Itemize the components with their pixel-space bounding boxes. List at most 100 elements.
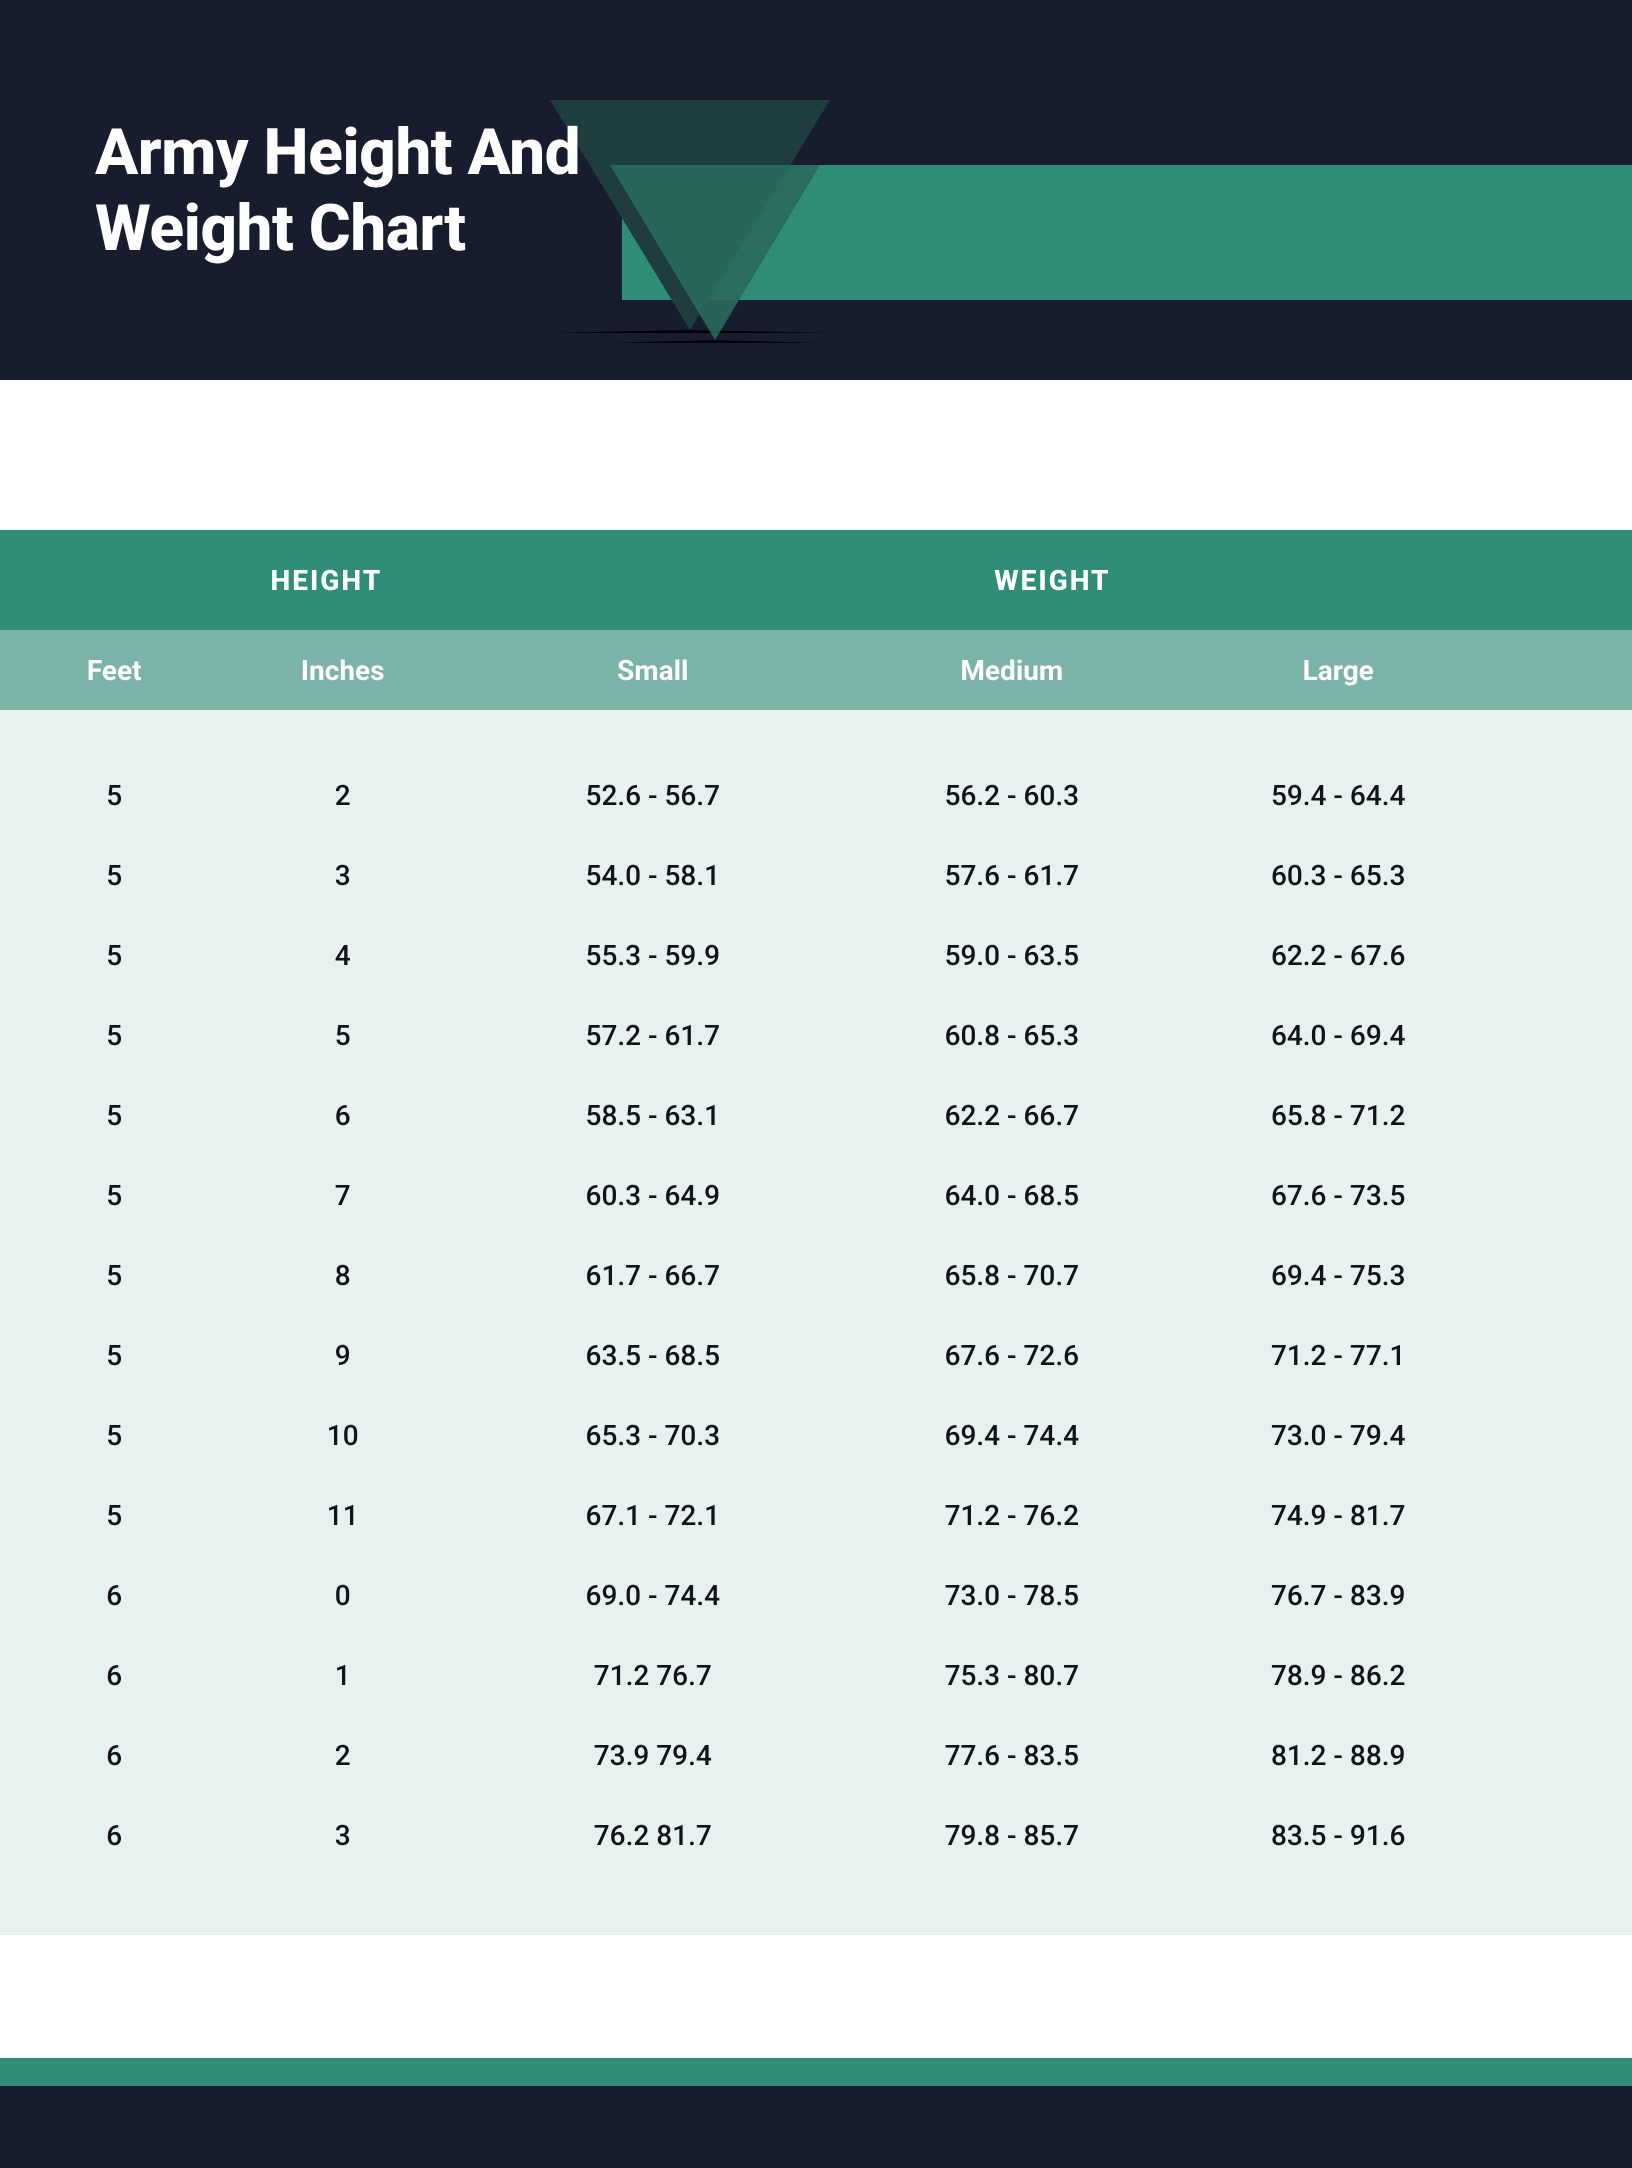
col-header-inches: Inches (228, 654, 456, 687)
table-cell: 3 (228, 859, 456, 892)
table-cell: 5 (0, 1419, 228, 1452)
table-cell: 71.2 - 77.1 (1175, 1339, 1501, 1372)
table-row: 6273.9 79.477.6 - 83.581.2 - 88.9 (0, 1715, 1632, 1795)
table-cell: 73.9 79.4 (457, 1739, 849, 1772)
table-cell: 61.7 - 66.7 (457, 1259, 849, 1292)
table-cell: 5 (0, 1499, 228, 1532)
table-cell: 57.2 - 61.7 (457, 1019, 849, 1052)
table-cell: 3 (228, 1819, 456, 1852)
table-cell: 65.3 - 70.3 (457, 1419, 849, 1452)
table-cell: 2 (228, 779, 456, 812)
table-cell: 5 (0, 1339, 228, 1372)
table-cell: 60.8 - 65.3 (849, 1019, 1175, 1052)
table-row: 5861.7 - 66.765.8 - 70.769.4 - 75.3 (0, 1235, 1632, 1315)
table-cell: 69.4 - 75.3 (1175, 1259, 1501, 1292)
table-cell: 76.7 - 83.9 (1175, 1579, 1501, 1612)
table-cell: 0 (228, 1579, 456, 1612)
table-cell: 60.3 - 64.9 (457, 1179, 849, 1212)
table-group-header-row: HEIGHT WEIGHT (0, 530, 1632, 630)
table-row: 6171.2 76.775.3 - 80.778.9 - 86.2 (0, 1635, 1632, 1715)
table-cell: 76.2 81.7 (457, 1819, 849, 1852)
table-row: 5252.6 - 56.756.2 - 60.359.4 - 64.4 (0, 755, 1632, 835)
table-cell: 65.8 - 70.7 (849, 1259, 1175, 1292)
table-cell: 59.0 - 63.5 (849, 939, 1175, 972)
table-cell: 1 (228, 1659, 456, 1692)
table-row: 51167.1 - 72.171.2 - 76.274.9 - 81.7 (0, 1475, 1632, 1555)
height-weight-table: HEIGHT WEIGHT Feet Inches Small Medium L… (0, 530, 1632, 1935)
table-cell: 5 (0, 939, 228, 972)
table-cell: 59.4 - 64.4 (1175, 779, 1501, 812)
table-cell: 58.5 - 63.1 (457, 1099, 849, 1132)
table-row: 5557.2 - 61.760.8 - 65.364.0 - 69.4 (0, 995, 1632, 1075)
col-header-large: Large (1175, 654, 1501, 687)
table-cell: 71.2 - 76.2 (849, 1499, 1175, 1532)
table-cell: 64.0 - 69.4 (1175, 1019, 1501, 1052)
table-cell: 6 (228, 1099, 456, 1132)
table-cell: 6 (0, 1819, 228, 1852)
table-cell: 6 (0, 1579, 228, 1612)
table-row: 5455.3 - 59.959.0 - 63.562.2 - 67.6 (0, 915, 1632, 995)
group-header-weight: WEIGHT (653, 564, 1632, 597)
table-cell: 81.2 - 88.9 (1175, 1739, 1501, 1772)
table-cell: 73.0 - 78.5 (849, 1579, 1175, 1612)
table-cell: 60.3 - 65.3 (1175, 859, 1501, 892)
table-cell: 8 (228, 1259, 456, 1292)
col-header-small: Small (457, 654, 849, 687)
table-cell: 5 (0, 1099, 228, 1132)
table-cell: 62.2 - 67.6 (1175, 939, 1501, 972)
col-header-feet: Feet (0, 654, 228, 687)
table-row: 6376.2 81.779.8 - 85.783.5 - 91.6 (0, 1795, 1632, 1875)
table-cell: 5 (0, 859, 228, 892)
header-gap (0, 380, 1632, 530)
table-cell: 54.0 - 58.1 (457, 859, 849, 892)
table-cell: 57.6 - 61.7 (849, 859, 1175, 892)
triangle-decor-small (610, 165, 820, 343)
table-cell: 11 (228, 1499, 456, 1532)
table-row: 5658.5 - 63.162.2 - 66.765.8 - 71.2 (0, 1075, 1632, 1155)
table-cell: 69.0 - 74.4 (457, 1579, 849, 1612)
table-cell: 75.3 - 80.7 (849, 1659, 1175, 1692)
table-cell: 63.5 - 68.5 (457, 1339, 849, 1372)
table-row: 6069.0 - 74.473.0 - 78.576.7 - 83.9 (0, 1555, 1632, 1635)
footer-accent-band (0, 2058, 1632, 2086)
table-cell: 2 (228, 1739, 456, 1772)
table-cell: 67.6 - 73.5 (1175, 1179, 1501, 1212)
table-cell: 67.6 - 72.6 (849, 1339, 1175, 1372)
table-cell: 5 (0, 1019, 228, 1052)
table-cell: 7 (228, 1179, 456, 1212)
table-cell: 62.2 - 66.7 (849, 1099, 1175, 1132)
table-row: 5354.0 - 58.157.6 - 61.760.3 - 65.3 (0, 835, 1632, 915)
table-cell: 6 (0, 1739, 228, 1772)
col-header-medium: Medium (849, 654, 1175, 687)
table-cell: 56.2 - 60.3 (849, 779, 1175, 812)
table-cell: 71.2 76.7 (457, 1659, 849, 1692)
group-header-height: HEIGHT (0, 564, 653, 597)
table-cell: 10 (228, 1419, 456, 1452)
table-cell: 55.3 - 59.9 (457, 939, 849, 972)
page-title: Army Height AndWeight Chart (95, 115, 580, 266)
table-cell: 73.0 - 79.4 (1175, 1419, 1501, 1452)
table-cell: 65.8 - 71.2 (1175, 1099, 1501, 1132)
table-row: 5760.3 - 64.964.0 - 68.567.6 - 73.5 (0, 1155, 1632, 1235)
table-cell: 5 (0, 1259, 228, 1292)
table-cell: 74.9 - 81.7 (1175, 1499, 1501, 1532)
table-cell: 5 (0, 1179, 228, 1212)
table-cell: 52.6 - 56.7 (457, 779, 849, 812)
footer (0, 2058, 1632, 2168)
table-cell: 83.5 - 91.6 (1175, 1819, 1501, 1852)
table-cell: 5 (0, 779, 228, 812)
table-cell: 6 (0, 1659, 228, 1692)
table-sub-header-row: Feet Inches Small Medium Large (0, 630, 1632, 710)
table-cell: 4 (228, 939, 456, 972)
header: Army Height AndWeight Chart (0, 0, 1632, 380)
table-cell: 67.1 - 72.1 (457, 1499, 849, 1532)
table-cell: 79.8 - 85.7 (849, 1819, 1175, 1852)
table-cell: 5 (228, 1019, 456, 1052)
table-cell: 77.6 - 83.5 (849, 1739, 1175, 1772)
table-row: 5963.5 - 68.567.6 - 72.671.2 - 77.1 (0, 1315, 1632, 1395)
table-cell: 69.4 - 74.4 (849, 1419, 1175, 1452)
table-cell: 9 (228, 1339, 456, 1372)
table-cell: 78.9 - 86.2 (1175, 1659, 1501, 1692)
table-cell: 64.0 - 68.5 (849, 1179, 1175, 1212)
table-row: 51065.3 - 70.369.4 - 74.473.0 - 79.4 (0, 1395, 1632, 1475)
